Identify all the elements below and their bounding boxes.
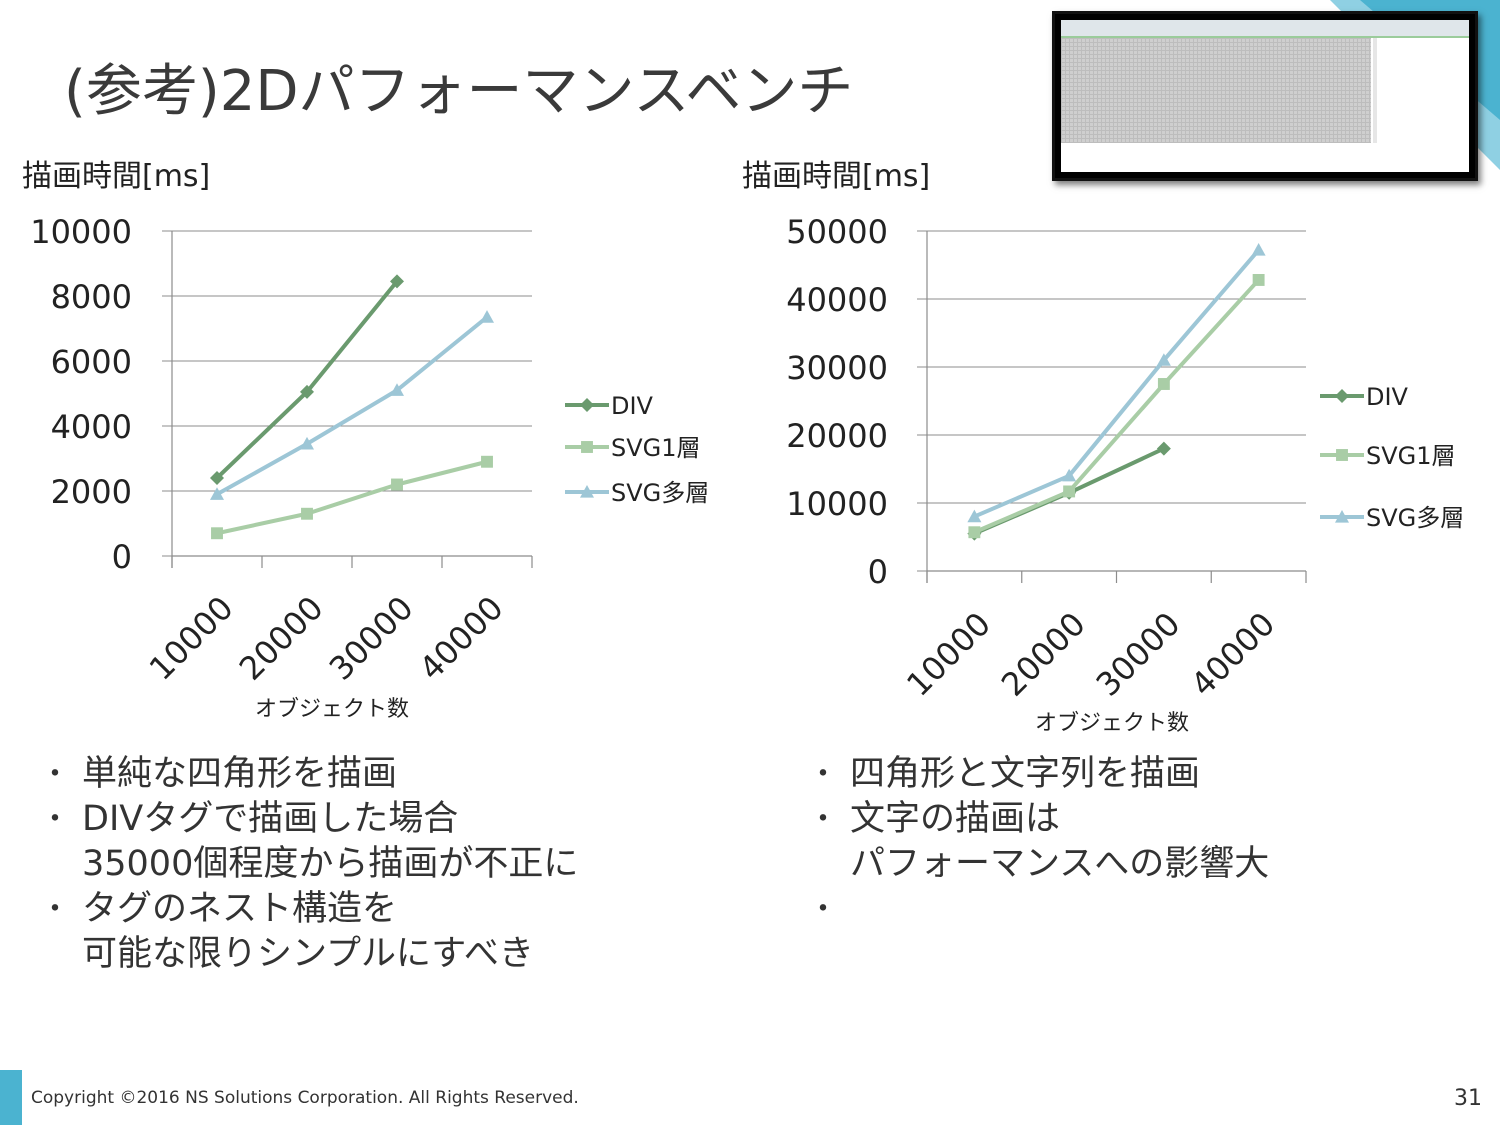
y-tick-label: 6000 bbox=[51, 343, 132, 381]
series-point bbox=[580, 398, 594, 412]
x-tick-label: 10000 bbox=[899, 605, 998, 704]
legend-label: SVG1層 bbox=[1366, 442, 1456, 470]
series-point bbox=[300, 384, 314, 399]
thumbnail-toolbar bbox=[1061, 20, 1469, 38]
legend-label: SVG多層 bbox=[1366, 504, 1464, 532]
bullet-item: タグのネスト構造を 可能な限りシンプルにすべき bbox=[40, 887, 578, 977]
series-point bbox=[1063, 485, 1076, 498]
series-point bbox=[210, 471, 224, 485]
x-tick-label: 20000 bbox=[232, 589, 331, 688]
thumbnail-divider bbox=[1373, 38, 1377, 143]
y-tick-label: 4000 bbox=[51, 408, 132, 446]
series-point bbox=[390, 383, 404, 396]
series-point bbox=[1062, 468, 1077, 482]
page-number: 31 bbox=[1454, 1086, 1482, 1111]
y-tick-label: 0 bbox=[868, 553, 888, 591]
legend-label: SVG1層 bbox=[611, 434, 701, 462]
y-tick-label: 2000 bbox=[51, 473, 132, 511]
series-point bbox=[480, 310, 494, 323]
series-point bbox=[1335, 389, 1349, 403]
legend-label: SVG多層 bbox=[611, 479, 709, 507]
series-point bbox=[481, 455, 493, 468]
y-axis-title: 描画時間[ms] bbox=[22, 159, 210, 194]
slide-title: (参考)2Dパフォーマンスベンチ bbox=[64, 59, 854, 124]
x-tick-label: 30000 bbox=[322, 589, 421, 688]
y-tick-label: 50000 bbox=[786, 213, 888, 251]
series-point bbox=[390, 274, 404, 289]
series-point bbox=[210, 487, 224, 500]
series-line bbox=[973, 278, 1261, 535]
series-point bbox=[300, 436, 314, 450]
y-tick-label: 10000 bbox=[30, 213, 132, 251]
bullet-item: DIVタグで描画した場合 35000個程度から描画が不正に bbox=[40, 797, 578, 887]
y-tick-label: 8000 bbox=[51, 278, 132, 316]
y-tick-label: 30000 bbox=[786, 349, 888, 387]
series-point bbox=[1156, 441, 1171, 456]
series-point bbox=[1335, 510, 1349, 523]
series-line bbox=[216, 315, 489, 496]
series-point bbox=[1252, 274, 1265, 286]
y-tick-label: 10000 bbox=[786, 485, 888, 523]
legend-label: DIV bbox=[611, 392, 654, 420]
x-tick-label: 40000 bbox=[1183, 605, 1282, 704]
x-tick-label: 40000 bbox=[412, 589, 511, 688]
legend-label: DIV bbox=[1366, 383, 1409, 411]
bullet-item: 文字の描画は パフォーマンスへの影響大 bbox=[808, 797, 1269, 887]
x-tick-label: 20000 bbox=[994, 605, 1093, 704]
series-point bbox=[1157, 378, 1170, 390]
series-line bbox=[216, 459, 488, 536]
series-point bbox=[391, 478, 403, 491]
series-point bbox=[580, 485, 594, 498]
series-point bbox=[968, 526, 981, 539]
series-point bbox=[211, 527, 223, 540]
x-axis-title: オブジェクト数 bbox=[1035, 711, 1189, 736]
footer-accent-bar bbox=[0, 1070, 22, 1125]
series-point bbox=[967, 509, 982, 523]
y-tick-label: 0 bbox=[112, 538, 132, 576]
series-point bbox=[1156, 353, 1171, 366]
series-point bbox=[581, 441, 593, 453]
screenshot-thumbnail bbox=[1052, 11, 1478, 181]
x-tick-label: 30000 bbox=[1089, 605, 1188, 704]
series-line bbox=[973, 248, 1261, 519]
bullet-item: 四角形と文字列を描画 bbox=[808, 752, 1269, 797]
bullet-list-left: 単純な四角形を描画 DIVタグで描画した場合 35000個程度から描画が不正に … bbox=[40, 752, 578, 977]
bullet-item: 単純な四角形を描画 bbox=[40, 752, 578, 797]
x-axis-title: オブジェクト数 bbox=[255, 697, 409, 722]
y-tick-label: 20000 bbox=[786, 417, 888, 455]
thumbnail-grid bbox=[1061, 38, 1371, 143]
x-tick-label: 10000 bbox=[142, 589, 241, 688]
series-point bbox=[1251, 243, 1266, 256]
y-tick-label: 40000 bbox=[786, 281, 888, 319]
series-point bbox=[301, 507, 313, 520]
copyright-text: Copyright ©2016 NS Solutions Corporation… bbox=[31, 1088, 579, 1108]
bullet-list-right: 四角形と文字列を描画 文字の描画は パフォーマンスへの影響大 bbox=[808, 752, 1269, 932]
y-axis-title: 描画時間[ms] bbox=[742, 159, 930, 194]
series-point bbox=[1336, 449, 1348, 461]
